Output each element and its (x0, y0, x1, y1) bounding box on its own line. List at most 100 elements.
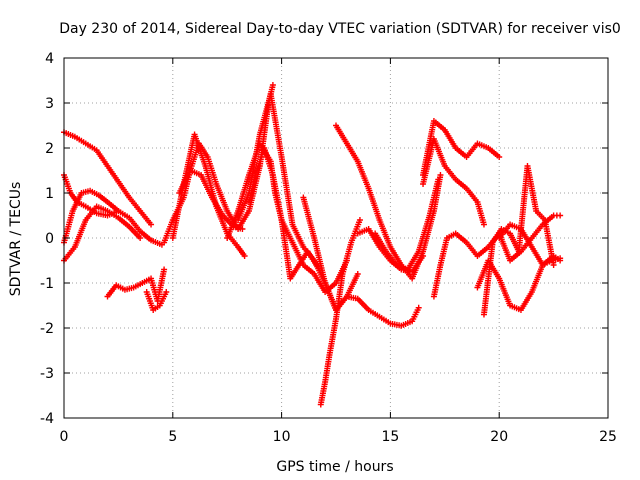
interpolated-markers (138, 209, 153, 226)
interpolated-markers (261, 147, 276, 176)
data-point (269, 82, 276, 88)
y-tick-label: -1 (40, 276, 54, 292)
interpolated-markers (105, 164, 121, 183)
interpolated-markers (84, 141, 98, 152)
interpolated-markers (80, 188, 91, 196)
interpolated-markers (95, 210, 109, 219)
series-track-v (480, 163, 557, 318)
y-tick-label: 2 (45, 141, 54, 157)
interpolated-markers (288, 263, 301, 280)
data-point (496, 154, 503, 160)
data-point (437, 172, 444, 178)
interpolated-markers (62, 245, 77, 262)
interpolated-markers (333, 273, 346, 320)
interpolated-markers (117, 216, 131, 229)
data-points (61, 82, 564, 408)
interpolated-markers (290, 223, 306, 248)
interpolated-markers (366, 187, 382, 221)
y-tick-label: 4 (45, 51, 54, 67)
interpolated-markers (497, 277, 513, 307)
interpolated-markers (322, 354, 333, 383)
series-track-t (430, 212, 564, 300)
interpolated-markers (311, 237, 328, 284)
interpolated-markers (432, 119, 446, 132)
y-tick-label: 3 (45, 96, 54, 112)
interpolated-markers (550, 255, 561, 263)
interpolated-markers (356, 226, 370, 236)
interpolated-markers (443, 129, 458, 149)
x-tick-label: 25 (599, 429, 617, 445)
interpolated-markers (378, 315, 392, 326)
interpolated-markers (420, 138, 437, 185)
interpolated-markers (68, 191, 79, 204)
interpolated-markers (389, 320, 403, 329)
data-point (148, 221, 155, 228)
interpolated-markers (312, 273, 327, 293)
interpolated-markers (117, 209, 131, 220)
data-point (420, 253, 427, 259)
data-point (137, 235, 144, 241)
interpolated-markers (144, 291, 156, 311)
interpolated-markers (161, 219, 175, 244)
interpolated-markers (236, 245, 247, 258)
interpolated-markers (205, 156, 219, 185)
interpolated-markers (225, 210, 241, 239)
data-point (557, 212, 564, 219)
series-track-b (61, 187, 165, 248)
y-tick-label: -4 (40, 411, 54, 427)
data-point (241, 253, 248, 259)
series-track-q (372, 176, 442, 273)
interpolated-markers (349, 219, 363, 244)
interpolated-markers (278, 219, 293, 280)
interpolated-markers (490, 227, 504, 244)
y-tick-label: -2 (40, 321, 54, 337)
series-track-f (143, 289, 170, 313)
interpolated-markers (105, 284, 118, 298)
interpolated-markers (400, 319, 413, 328)
data-point (354, 271, 361, 277)
interpolated-markers (465, 142, 479, 159)
series-track-w (496, 221, 564, 268)
interpolated-markers (138, 229, 153, 242)
x-tick-label: 5 (168, 429, 177, 445)
x-axis-label: GPS time / hours (276, 459, 393, 475)
interpolated-markers (189, 168, 202, 178)
interpolated-markers (465, 187, 479, 204)
interpolated-markers (345, 142, 360, 163)
interpolated-markers (89, 188, 100, 198)
interpolated-markers (155, 268, 167, 302)
interpolated-markers (63, 130, 76, 139)
interpolated-markers (388, 246, 404, 266)
interpolated-markers (476, 141, 490, 151)
interpolated-markers (270, 174, 285, 221)
interpolated-markers (475, 259, 491, 289)
interpolated-markers (542, 219, 557, 266)
interpolated-markers (529, 264, 545, 293)
x-tick-label: 0 (60, 429, 69, 445)
interpolated-markers (210, 196, 225, 217)
series-track-s (420, 136, 487, 228)
interpolated-markers (446, 231, 457, 240)
interpolated-markers (396, 262, 409, 272)
interpolated-markers (61, 174, 73, 194)
interpolated-markers (199, 174, 214, 199)
x-tick-labels: 0 5 10 15 20 25 (60, 429, 617, 445)
interpolated-markers (509, 303, 522, 313)
interpolated-markers (214, 183, 230, 212)
interpolated-markers (74, 135, 87, 146)
y-tick-labels: -4 -3 -2 -1 0 1 2 3 4 (40, 51, 54, 427)
series-track-i (176, 167, 246, 232)
interpolated-markers (481, 241, 496, 316)
interpolated-markers (246, 174, 258, 203)
interpolated-markers (127, 216, 142, 233)
interpolated-markers (305, 250, 319, 267)
interpolated-markers (487, 146, 501, 159)
interpolated-markers (454, 178, 468, 190)
interpolated-markers (497, 223, 512, 240)
data-point (239, 226, 246, 232)
series-track-a (61, 129, 155, 228)
interpolated-markers (76, 200, 87, 209)
y-tick-label: -3 (40, 366, 54, 382)
interpolated-markers (410, 307, 421, 322)
interpolated-markers (322, 282, 339, 311)
